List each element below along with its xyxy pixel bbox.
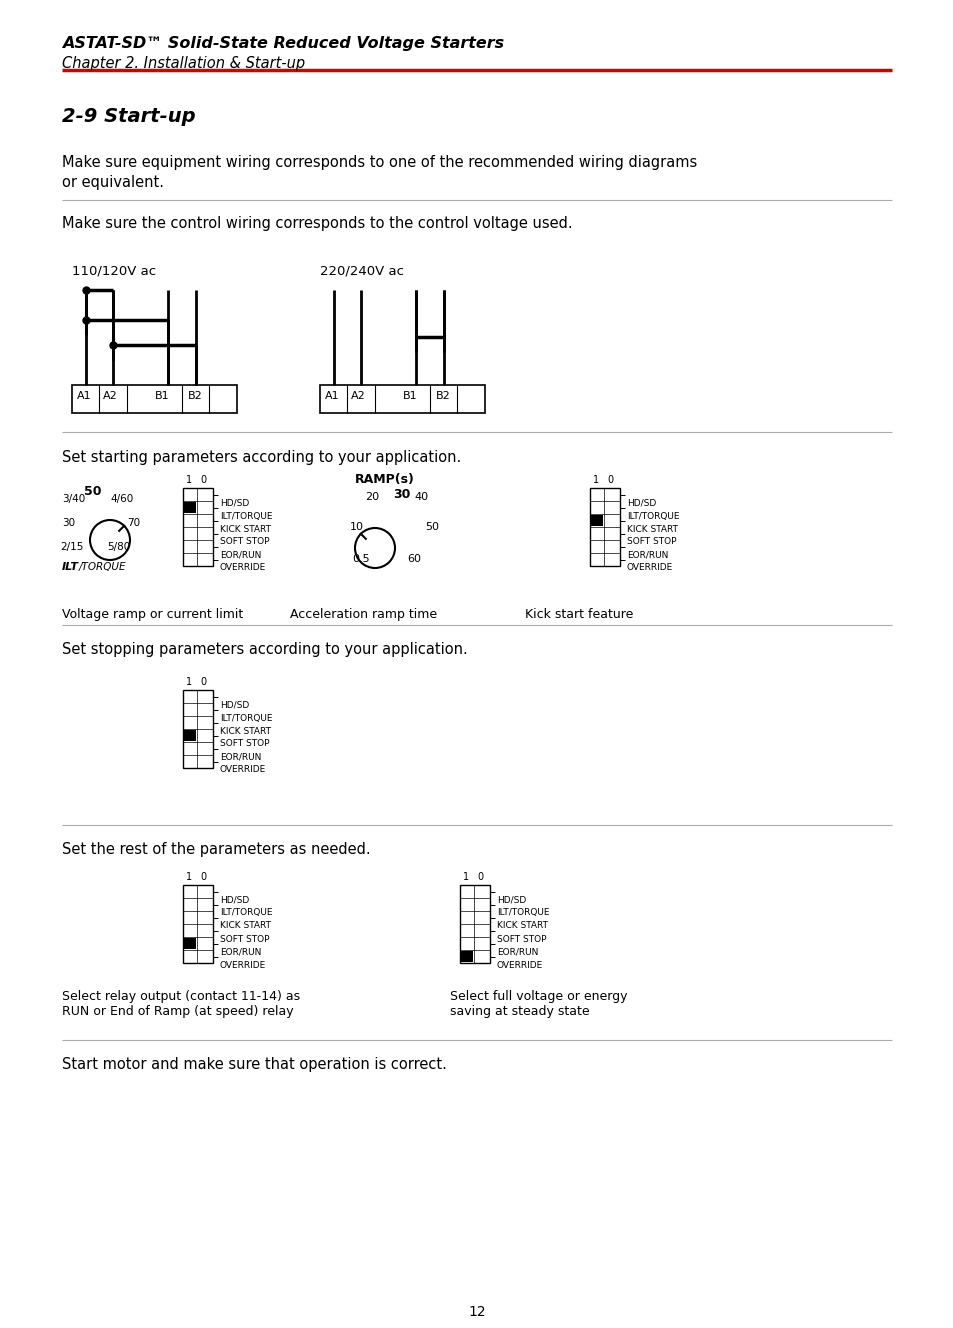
Bar	[589, 487, 619, 566]
Text: B1: B1	[154, 390, 170, 401]
Text: KICK START: KICK START	[220, 922, 271, 931]
Text: EOR/RUN: EOR/RUN	[497, 947, 537, 956]
Text: 30: 30	[62, 518, 75, 529]
Text: Kick start feature: Kick start feature	[524, 608, 633, 622]
Text: KICK START: KICK START	[626, 525, 678, 534]
Text: 0: 0	[606, 475, 613, 485]
Bar	[319, 385, 484, 413]
Text: Set stopping parameters according to your application.: Set stopping parameters according to you…	[62, 641, 467, 657]
Text: Start motor and make sure that operation is correct.: Start motor and make sure that operation…	[62, 1057, 446, 1072]
Text: 50: 50	[424, 522, 438, 533]
Text: 1: 1	[186, 475, 192, 485]
Text: EOR/RUN: EOR/RUN	[220, 947, 261, 956]
Bar	[71, 385, 236, 413]
Text: or equivalent.: or equivalent.	[62, 175, 164, 190]
Text: 0.5: 0.5	[352, 554, 369, 564]
Text: 0: 0	[200, 475, 206, 485]
Text: 0: 0	[200, 872, 206, 882]
Text: A1: A1	[325, 390, 339, 401]
Text: 70: 70	[127, 518, 140, 529]
Text: ILT/TORQUE: ILT/TORQUE	[497, 908, 549, 918]
Text: EOR/RUN: EOR/RUN	[626, 551, 668, 559]
Text: SOFT STOP: SOFT STOP	[220, 935, 269, 943]
Bar	[184, 502, 195, 513]
Text: 1: 1	[593, 475, 598, 485]
Text: ILT/TORQUE: ILT/TORQUE	[220, 511, 273, 521]
Text: 5/80: 5/80	[107, 542, 131, 552]
Text: KICK START: KICK START	[220, 525, 271, 534]
Bar	[459, 884, 490, 963]
Text: 3/40: 3/40	[62, 494, 85, 505]
Text: HD/SD: HD/SD	[220, 700, 249, 709]
Text: 20: 20	[365, 491, 378, 502]
Text: saving at steady state: saving at steady state	[450, 1005, 589, 1019]
Text: Set starting parameters according to your application.: Set starting parameters according to you…	[62, 450, 460, 465]
Text: 30: 30	[393, 487, 410, 501]
Text: ILT: ILT	[62, 562, 79, 572]
Text: 4/60: 4/60	[110, 494, 133, 505]
Text: 2-9 Start-up: 2-9 Start-up	[62, 108, 195, 126]
Text: B2: B2	[188, 390, 203, 401]
Text: 0: 0	[476, 872, 482, 882]
Text: HD/SD: HD/SD	[220, 498, 249, 507]
Text: 40: 40	[414, 491, 428, 502]
Text: OVERRIDE: OVERRIDE	[220, 960, 266, 969]
Text: 10: 10	[350, 522, 364, 533]
Text: KICK START: KICK START	[497, 922, 547, 931]
Text: B1: B1	[402, 390, 417, 401]
Text: ILT/TORQUE: ILT/TORQUE	[220, 908, 273, 918]
Text: EOR/RUN: EOR/RUN	[220, 753, 261, 761]
Text: EOR/RUN: EOR/RUN	[220, 551, 261, 559]
Text: HD/SD: HD/SD	[497, 895, 526, 904]
Text: 0: 0	[200, 677, 206, 687]
Text: RUN or End of Ramp (at speed) relay: RUN or End of Ramp (at speed) relay	[62, 1005, 294, 1019]
Bar	[183, 691, 213, 768]
Text: OVERRIDE: OVERRIDE	[220, 563, 266, 572]
Text: RAMP(s): RAMP(s)	[355, 473, 415, 486]
Text: A2: A2	[351, 390, 365, 401]
Text: 12: 12	[468, 1305, 485, 1319]
Text: Select full voltage or energy: Select full voltage or energy	[450, 989, 627, 1003]
Text: Make sure equipment wiring corresponds to one of the recommended wiring diagrams: Make sure equipment wiring corresponds t…	[62, 155, 697, 170]
Text: SOFT STOP: SOFT STOP	[626, 538, 676, 547]
Text: ILT/TORQUE: ILT/TORQUE	[626, 511, 679, 521]
Text: 110/120V ac: 110/120V ac	[71, 264, 156, 278]
Text: 50: 50	[84, 485, 101, 498]
Text: 1: 1	[462, 872, 469, 882]
Text: 2/15: 2/15	[60, 542, 83, 552]
Bar	[183, 884, 213, 963]
Text: A1: A1	[77, 390, 91, 401]
Text: /TORQUE: /TORQUE	[79, 562, 127, 572]
Text: Chapter 2. Installation & Start-up: Chapter 2. Installation & Start-up	[62, 56, 305, 70]
Text: OVERRIDE: OVERRIDE	[220, 765, 266, 774]
Bar	[184, 730, 195, 741]
Text: OVERRIDE: OVERRIDE	[497, 960, 542, 969]
Text: B2: B2	[436, 390, 450, 401]
Text: SOFT STOP: SOFT STOP	[220, 538, 269, 547]
Text: SOFT STOP: SOFT STOP	[497, 935, 546, 943]
Text: SOFT STOP: SOFT STOP	[220, 740, 269, 749]
Bar	[184, 938, 195, 950]
Text: 220/240V ac: 220/240V ac	[319, 264, 403, 278]
Text: HD/SD: HD/SD	[626, 498, 656, 507]
Text: 1: 1	[186, 677, 192, 687]
Text: HD/SD: HD/SD	[220, 895, 249, 904]
Text: 1: 1	[186, 872, 192, 882]
Bar	[590, 515, 602, 526]
Text: OVERRIDE: OVERRIDE	[626, 563, 673, 572]
Text: Set the rest of the parameters as needed.: Set the rest of the parameters as needed…	[62, 842, 370, 857]
Text: Voltage ramp or current limit: Voltage ramp or current limit	[62, 608, 243, 622]
Text: A2: A2	[103, 390, 117, 401]
Text: Acceleration ramp time: Acceleration ramp time	[290, 608, 436, 622]
Text: ASTAT-SD™ Solid-State Reduced Voltage Starters: ASTAT-SD™ Solid-State Reduced Voltage St…	[62, 36, 503, 50]
Bar	[183, 487, 213, 566]
Text: Make sure the control wiring corresponds to the control voltage used.: Make sure the control wiring corresponds…	[62, 216, 572, 231]
Bar	[460, 951, 473, 961]
Text: KICK START: KICK START	[220, 726, 271, 736]
Text: 60: 60	[407, 554, 420, 564]
Text: ILT/TORQUE: ILT/TORQUE	[220, 713, 273, 722]
Text: Select relay output (contact 11-14) as: Select relay output (contact 11-14) as	[62, 989, 300, 1003]
